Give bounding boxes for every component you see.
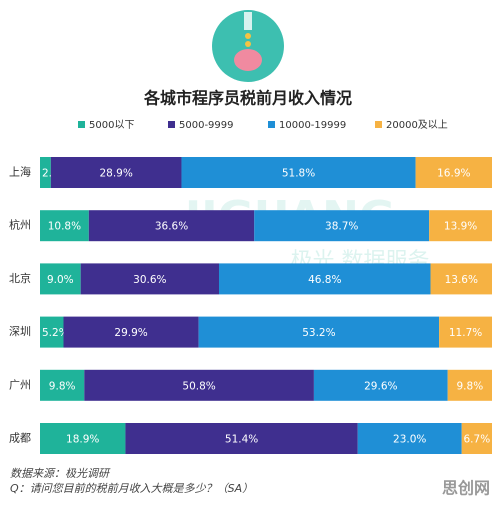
legend-label: 10000-19999 bbox=[279, 120, 346, 131]
y-tick-label: 广州 bbox=[9, 378, 31, 391]
bar-segment bbox=[125, 423, 358, 454]
legend-swatch bbox=[78, 121, 85, 128]
bar-segment bbox=[40, 316, 64, 348]
data-label: 18.9% bbox=[66, 434, 99, 446]
y-tick-label: 深圳 bbox=[9, 325, 31, 338]
data-label: 11.7% bbox=[449, 327, 482, 339]
bar-segment bbox=[40, 210, 89, 242]
y-tick-label: 北京 bbox=[9, 271, 31, 285]
bar-segment bbox=[84, 369, 314, 401]
bar-segment bbox=[429, 210, 492, 242]
bar-segment bbox=[63, 316, 199, 348]
legend-label: 5000以下 bbox=[89, 120, 134, 131]
data-label: 29.9% bbox=[114, 327, 147, 339]
bar-segment bbox=[415, 157, 492, 188]
bar-segment bbox=[447, 369, 492, 401]
bar-segment bbox=[461, 423, 492, 454]
data-label: 6.7% bbox=[464, 434, 491, 446]
bar-segment bbox=[40, 369, 85, 401]
data-label: 5.2% bbox=[42, 327, 69, 339]
data-label: 9.0% bbox=[47, 274, 74, 286]
data-label: 23.0% bbox=[393, 434, 426, 446]
legend-label: 5000-9999 bbox=[179, 120, 234, 131]
bar-segment bbox=[313, 369, 448, 401]
data-label: 28.9% bbox=[99, 168, 132, 180]
legend-label: 20000及以上 bbox=[386, 119, 448, 131]
data-label: 9.8% bbox=[49, 380, 76, 392]
legend-swatch bbox=[375, 121, 382, 128]
bar-segment bbox=[50, 157, 182, 188]
bar-segment bbox=[430, 263, 492, 295]
chart-title: 各城市程序员税前月收入情况 bbox=[143, 89, 352, 108]
data-label: 51.8% bbox=[282, 168, 315, 180]
bar-segment bbox=[40, 423, 126, 454]
data-label: 10.8% bbox=[48, 221, 81, 233]
data-label: 50.8% bbox=[182, 380, 215, 392]
bar-segment bbox=[218, 263, 431, 295]
data-label: 16.9% bbox=[437, 168, 470, 180]
data-label: 46.8% bbox=[308, 274, 341, 286]
site-watermark: 思创网 bbox=[442, 479, 490, 498]
legend-swatch bbox=[268, 121, 275, 128]
bar-segment bbox=[80, 263, 219, 295]
source-note: 数据来源：极光调研 bbox=[10, 467, 111, 480]
bar-segment bbox=[88, 210, 255, 242]
bar-segment bbox=[439, 316, 492, 348]
question-note: Q：请问您目前的税前月收入大概是多少？（SA） bbox=[10, 482, 253, 495]
bar-segment bbox=[40, 263, 81, 295]
bar-segment bbox=[198, 316, 440, 348]
legend-swatch bbox=[168, 121, 175, 128]
bar-segment bbox=[40, 157, 51, 188]
data-label: 30.6% bbox=[133, 274, 166, 286]
bar-segment bbox=[254, 210, 430, 242]
data-label: 29.6% bbox=[364, 380, 397, 392]
data-label: 53.2% bbox=[302, 327, 335, 339]
data-label: 13.6% bbox=[445, 274, 478, 286]
data-label: 9.8% bbox=[457, 380, 484, 392]
data-label: 51.4% bbox=[225, 434, 258, 446]
header-icon bbox=[212, 10, 284, 82]
bar-segment bbox=[357, 423, 462, 454]
data-label: 38.7% bbox=[325, 221, 358, 233]
data-label: 13.9% bbox=[444, 221, 477, 233]
y-tick-label: 成都 bbox=[9, 432, 31, 445]
y-tick-label: 杭州 bbox=[9, 218, 31, 232]
y-tick-label: 上海 bbox=[9, 165, 31, 179]
bar-segment bbox=[181, 157, 416, 188]
data-label: 36.6% bbox=[155, 221, 188, 233]
